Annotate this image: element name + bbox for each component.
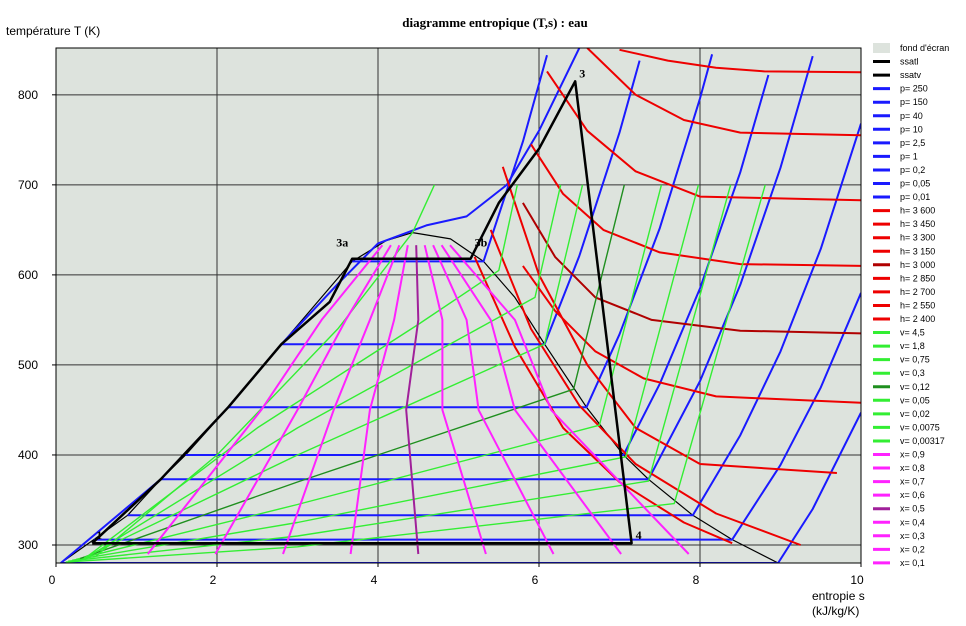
legend-label: v= 0,75 xyxy=(900,355,930,365)
cycle-point-label: 3a xyxy=(336,236,348,250)
x-tick-label: 4 xyxy=(371,573,378,587)
cycle-point-label: 4 xyxy=(636,528,642,542)
plot-background xyxy=(56,48,861,563)
x-tick-label: 0 xyxy=(49,573,56,587)
series-line xyxy=(185,74,770,456)
series-line xyxy=(79,184,625,560)
chart-title: diagramme entropique (T,s) : eau xyxy=(402,15,587,30)
legend-label: p= 2,5 xyxy=(900,138,925,148)
y-tick-label: 500 xyxy=(18,358,38,372)
series-line xyxy=(282,244,401,555)
series-line xyxy=(87,184,562,558)
legend-label: h= 2 550 xyxy=(900,300,935,310)
series-line xyxy=(228,54,714,409)
legend-label: h= 3 000 xyxy=(900,260,935,270)
series-line xyxy=(127,123,861,517)
cycle-point-label: 3 xyxy=(579,66,585,80)
x-axis-label: entropie s xyxy=(812,589,865,603)
legend-label: x= 0,9 xyxy=(900,450,925,460)
series-line xyxy=(352,54,548,263)
x-tick-label: 2 xyxy=(210,573,217,587)
series-line xyxy=(281,60,641,346)
cycle-point-label: 3b xyxy=(475,236,488,250)
y-axis-label: température T (K) xyxy=(6,24,100,38)
series-line xyxy=(405,245,420,555)
legend-label: v= 0,05 xyxy=(900,395,930,405)
series-line xyxy=(530,143,861,267)
legend-label: p= 250 xyxy=(900,84,928,94)
series-line xyxy=(473,256,733,545)
x-tick-label: 6 xyxy=(532,573,539,587)
legend-label: h= 3 600 xyxy=(900,206,935,216)
legend-label: x= 0,7 xyxy=(900,477,925,487)
series-line xyxy=(214,244,392,555)
y-tick-label: 600 xyxy=(18,268,38,282)
legend-label: x= 0,4 xyxy=(900,517,925,527)
legend-label: h= 3 450 xyxy=(900,219,935,229)
legend-label: p= 150 xyxy=(900,97,928,107)
legend-label: x= 0,1 xyxy=(900,558,925,568)
series-line xyxy=(423,244,487,555)
series-line xyxy=(349,245,409,555)
legend-label: p= 0,01 xyxy=(900,192,930,202)
legend-label: v= 0,12 xyxy=(900,382,930,392)
y-tick-label: 700 xyxy=(18,178,38,192)
x-axis-label: (kJ/kg/K) xyxy=(812,604,859,618)
legend-label: p= 0,2 xyxy=(900,165,925,175)
series-line xyxy=(60,412,861,563)
series-line xyxy=(522,202,861,335)
legend-label: p= 0,05 xyxy=(900,179,930,189)
legend-swatch xyxy=(873,43,890,53)
legend-label: v= 0,02 xyxy=(900,409,930,419)
x-tick-label: 10 xyxy=(850,573,864,587)
legend-label: ssatv xyxy=(900,70,922,80)
x-tick-label: 8 xyxy=(693,573,700,587)
series-line xyxy=(75,184,663,561)
y-tick-label: 300 xyxy=(18,538,38,552)
series-line xyxy=(83,184,584,559)
series-line xyxy=(65,184,766,563)
legend-label: v= 0,3 xyxy=(900,368,925,378)
series-line xyxy=(522,265,861,404)
series-line xyxy=(489,229,801,546)
cycle-line xyxy=(91,80,633,545)
y-tick-label: 800 xyxy=(18,88,38,102)
legend-label: p= 10 xyxy=(900,124,923,134)
legend-label: h= 2 850 xyxy=(900,273,935,283)
legend-label: h= 3 150 xyxy=(900,246,935,256)
legend-label: x= 0,3 xyxy=(900,531,925,541)
series-line xyxy=(546,70,861,202)
axes: 300 400 500 600 700 800 0 2 4 6 8 10 1 3a 3b 3 4 fond d'é… xyxy=(18,43,949,587)
series-line xyxy=(71,184,700,561)
legend-label: v= 1,8 xyxy=(900,341,925,351)
series-line xyxy=(449,244,690,555)
plot-frame xyxy=(55,47,862,564)
series-line xyxy=(432,244,555,555)
legend-label: h= 3 300 xyxy=(900,233,935,243)
series-line xyxy=(440,244,622,555)
legend-label: x= 0,6 xyxy=(900,490,925,500)
series-line xyxy=(619,48,861,74)
legend-label: x= 0,8 xyxy=(900,463,925,473)
legend-label: x= 0,5 xyxy=(900,504,925,514)
series-line xyxy=(95,184,436,557)
y-tick-label: 400 xyxy=(18,448,38,462)
legend-label: v= 4,5 xyxy=(900,328,925,338)
legend-label: fond d'écran xyxy=(900,43,949,53)
legend-label: ssatl xyxy=(900,57,919,67)
series-line xyxy=(93,292,861,541)
legend-label: p= 40 xyxy=(900,111,923,121)
legend-label: h= 2 700 xyxy=(900,287,935,297)
legend-label: h= 2 400 xyxy=(900,314,935,324)
plot-area xyxy=(56,48,861,563)
legend-label: x= 0,2 xyxy=(900,544,925,554)
legend-label: v= 0,0075 xyxy=(900,422,940,432)
series-line xyxy=(147,244,384,555)
series-line xyxy=(501,166,837,474)
series-line xyxy=(586,48,861,137)
legend-label: v= 0,00317 xyxy=(900,436,945,446)
cycle-point-label: 1 xyxy=(96,528,102,542)
legend-label: p= 1 xyxy=(900,151,918,161)
